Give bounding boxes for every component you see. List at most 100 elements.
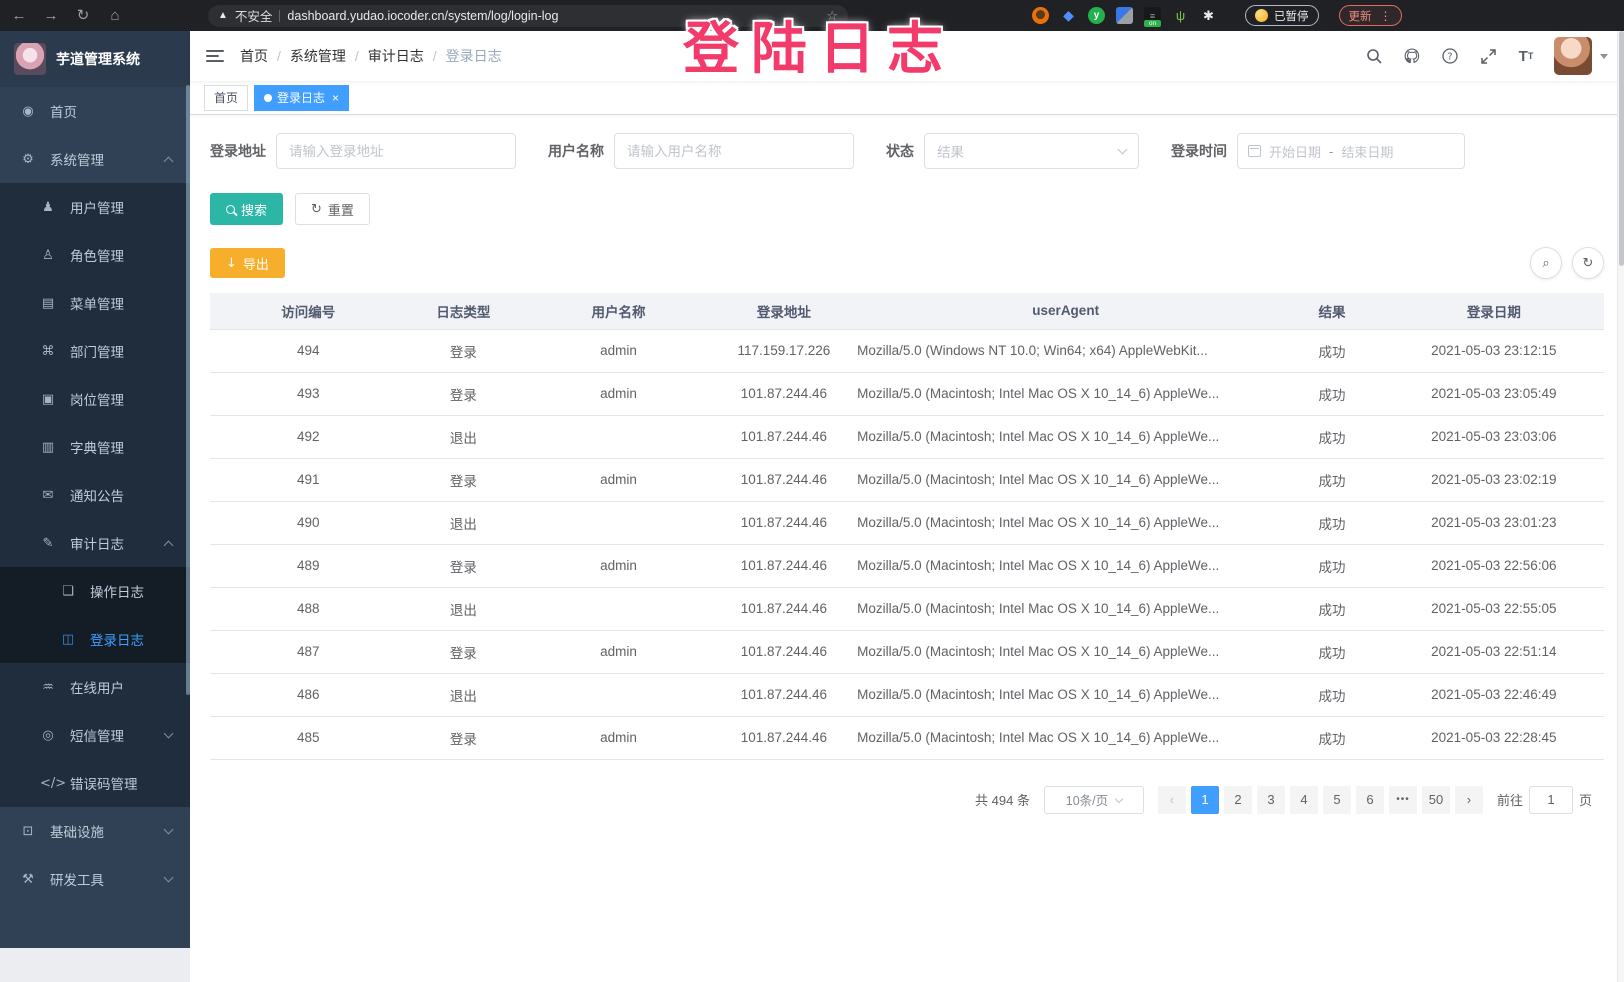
search-button-icon [226,204,235,214]
refresh-table-button[interactable]: ↻ [1572,247,1604,279]
export-button[interactable]: ↓ 导出 [210,248,285,278]
sidebar-item-home[interactable]: ◉ 首页 [0,87,190,135]
cell-登录日期: 2021-05-03 23:01:23 [1383,501,1604,545]
green-circle-extension-icon[interactable]: y [1088,7,1105,24]
page-button-50[interactable]: 50 [1421,785,1450,814]
status-select-placeholder: 结果 [937,145,964,160]
sidebar-scrollbar[interactable] [186,85,190,695]
cell-登录地址: 101.87.244.46 [716,630,852,674]
cell-用户名称: admin [520,372,717,416]
browser-forward-button[interactable]: → [43,7,59,24]
page-button-4[interactable]: 4 [1289,785,1318,814]
github-icon[interactable] [1402,46,1422,66]
paw-extension-icon[interactable]: ✱ [1203,7,1214,23]
browser-update-button[interactable]: 更新 ⋮ [1338,5,1402,26]
tab-登录日志[interactable]: 登录日志 × [254,84,350,111]
sidebar-item-devtools[interactable]: ⚒ 研发工具 [0,855,190,903]
login-address-input[interactable] [276,133,516,169]
paused-status-pill[interactable]: 已暂停 [1245,5,1319,26]
username-input[interactable] [614,133,854,169]
browser-chrome: ← → ↻ ⌂ ▲ 不安全 dashboard.yudao.iocoder.cn… [0,0,1624,31]
sidebar-item-system[interactable]: ⚙ 系统管理 [0,135,190,183]
grid-extension-icon[interactable] [1116,7,1133,24]
page-button-1[interactable]: 1 [1190,785,1219,814]
sidebar-item-label: 基础设施 [50,825,104,840]
page-button-3[interactable]: 3 [1256,785,1285,814]
page-button-6[interactable]: 6 [1355,785,1384,814]
page-button-2[interactable]: 2 [1223,785,1252,814]
cell-登录日期: 2021-05-03 22:55:05 [1383,587,1604,631]
sidebar-item-depts[interactable]: ⌘ 部门管理 [0,327,190,375]
search-button[interactable]: 搜索 [210,193,284,225]
sidebar-item-roles[interactable]: ♙ 角色管理 [0,231,190,279]
address-bar[interactable]: ▲ 不安全 dashboard.yudao.iocoder.cn/system/… [208,4,848,27]
reset-button[interactable]: ↻ 重置 [295,193,370,225]
cell-结果: 成功 [1280,673,1384,717]
more-pages-button[interactable]: ••• [1388,785,1417,814]
cell-userAgent: Mozilla/5.0 (Macintosh; Intel Mac OS X 1… [851,544,1281,588]
breadcrumb-item[interactable]: 首页 [240,48,268,64]
blue-drop-extension-icon[interactable]: ◆ [1063,7,1074,23]
sidebar-item-error-code[interactable]: </> 错误码管理 [0,759,190,807]
cell-结果: 成功 [1280,372,1384,416]
omnibox-divider [279,9,281,22]
goto-page-input[interactable] [1528,785,1573,814]
bookmark-star-icon[interactable]: ☆ [826,7,838,23]
sidebar-item-operate-log[interactable]: ❏ 操作日志 [0,567,190,615]
close-icon[interactable]: × [332,90,340,105]
breadcrumb-item[interactable]: 系统管理 [289,48,346,64]
search-icon[interactable] [1364,46,1384,66]
sidebar-toggle-icon[interactable] [206,50,224,62]
cell-userAgent: Mozilla/5.0 (Macintosh; Intel Mac OS X 1… [851,501,1281,545]
sidebar-item-infra[interactable]: ⊡ 基础设施 [0,807,190,855]
sidebar-item-dict[interactable]: ▥ 字典管理 [0,423,190,471]
fullscreen-icon[interactable] [1478,46,1498,66]
sidebar-item-notice[interactable]: ✉ 通知公告 [0,471,190,519]
login-time-range-picker[interactable]: 开始日期 - 结束日期 [1237,133,1465,169]
orange-extension-icon[interactable] [1032,7,1049,24]
chevron-down-icon [1600,53,1608,59]
cell-访问编号: 485 [210,716,407,760]
app-logo-row[interactable]: 芋道管理系统 [0,31,190,87]
sidebar-item-sms[interactable]: ◎ 短信管理 [0,711,190,759]
sidebar-item-online[interactable]: ♒ 在线用户 [0,663,190,711]
page-size-select[interactable]: 10条/页 [1043,785,1144,814]
browser-home-button[interactable]: ⌂ [110,7,120,24]
tab-首页[interactable]: 首页 [204,84,249,111]
browser-menu-kebab-icon[interactable]: ⋮ [1379,8,1392,23]
table-row: 485 登录 admin 101.87.244.46 Mozilla/5.0 (Maci… [210,716,1604,760]
list-extension-icon[interactable]: ≡ on [1144,7,1161,27]
status-select[interactable]: 结果 [924,133,1139,169]
page-button-5[interactable]: 5 [1322,785,1351,814]
svg-text:?: ? [1447,52,1452,63]
prev-page-button[interactable]: ‹ [1157,785,1186,814]
sidebar-item-posts[interactable]: ▣ 岗位管理 [0,375,190,423]
sidebar-item-menus[interactable]: ▤ 菜单管理 [0,279,190,327]
browser-reload-button[interactable]: ↻ [76,7,90,24]
cell-登录日期: 2021-05-03 23:12:15 [1383,329,1604,373]
breadcrumb-item[interactable]: 审计日志 [367,48,424,64]
page-url: dashboard.yudao.iocoder.cn/system/log/lo… [287,8,559,23]
column-header-结果: 结果 [1280,293,1384,330]
sprout-extension-icon[interactable]: ψ [1175,8,1186,23]
sidebar-item-audit-log[interactable]: ✎ 审计日志 [0,519,190,567]
cell-userAgent: Mozilla/5.0 (Macintosh; Intel Mac OS X 1… [851,630,1281,674]
login-address-label: 登录地址 [210,143,266,159]
scrollbar-thumb[interactable] [1619,31,1624,266]
cell-登录地址: 101.87.244.46 [716,544,852,588]
hide-search-button[interactable]: ⌕ [1530,247,1562,279]
sidebar-item-users[interactable]: ♟ 用户管理 [0,183,190,231]
page-scrollbar[interactable] [1617,31,1624,982]
table-row: 486 退出 101.87.244.46 Mozilla/5.0 (Macintosh… [210,673,1604,717]
tab-label: 首页 [214,91,239,105]
cell-登录地址: 101.87.244.46 [716,716,852,760]
user-menu[interactable] [1554,37,1608,75]
chevron-down-icon [163,728,174,739]
browser-back-button[interactable]: ← [11,7,27,24]
next-page-button[interactable]: › [1454,785,1483,814]
user-avatar [1554,37,1592,75]
sidebar-item-login-log[interactable]: ◫ 登录日志 [0,615,190,663]
sidebar: 芋道管理系统 ◉ 首页 ⚙ 系统管理 ♟ 用户管理 ♙ 角色管理 ▤ 菜单管理 ⌘ 部门管理 ▣ 岗位管理… [0,31,190,948]
help-icon[interactable]: ? [1440,46,1460,66]
